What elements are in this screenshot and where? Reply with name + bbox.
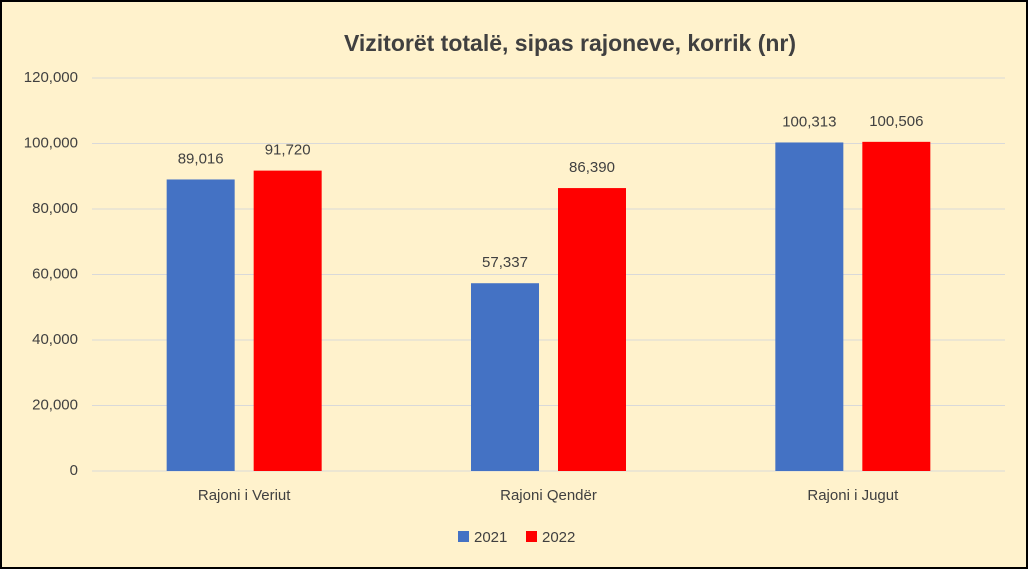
legend-label: 2022 — [542, 529, 575, 546]
bar — [558, 188, 626, 471]
bar — [775, 142, 844, 472]
legend-swatch — [458, 531, 469, 542]
value-label: 57,337 — [482, 254, 528, 271]
y-tick-label: 20,000 — [32, 396, 78, 413]
value-label: 86,390 — [569, 159, 615, 176]
x-tick-label: Rajoni Qendër — [500, 487, 597, 504]
value-label: 89,016 — [178, 150, 224, 167]
y-tick-label: 40,000 — [32, 331, 78, 348]
chart-title: Vizitorët totalë, sipas rajoneve, korrik… — [344, 30, 796, 56]
legend-swatch — [526, 531, 537, 542]
y-tick-label: 60,000 — [32, 265, 78, 282]
bar — [862, 141, 931, 472]
bar — [166, 179, 235, 471]
bar — [253, 170, 322, 471]
legend-label: 2021 — [474, 529, 507, 546]
y-tick-label: 120,000 — [24, 69, 78, 86]
y-tick-label: 0 — [70, 462, 78, 479]
x-tick-label: Rajoni i Veriut — [198, 487, 291, 504]
y-tick-label: 80,000 — [32, 200, 78, 217]
x-tick-label: Rajoni i Jugut — [807, 487, 899, 504]
bar — [471, 283, 539, 471]
y-tick-label: 100,000 — [24, 134, 78, 151]
value-label: 91,720 — [265, 142, 311, 159]
value-label: 100,313 — [782, 113, 836, 130]
value-label: 100,506 — [869, 113, 923, 130]
